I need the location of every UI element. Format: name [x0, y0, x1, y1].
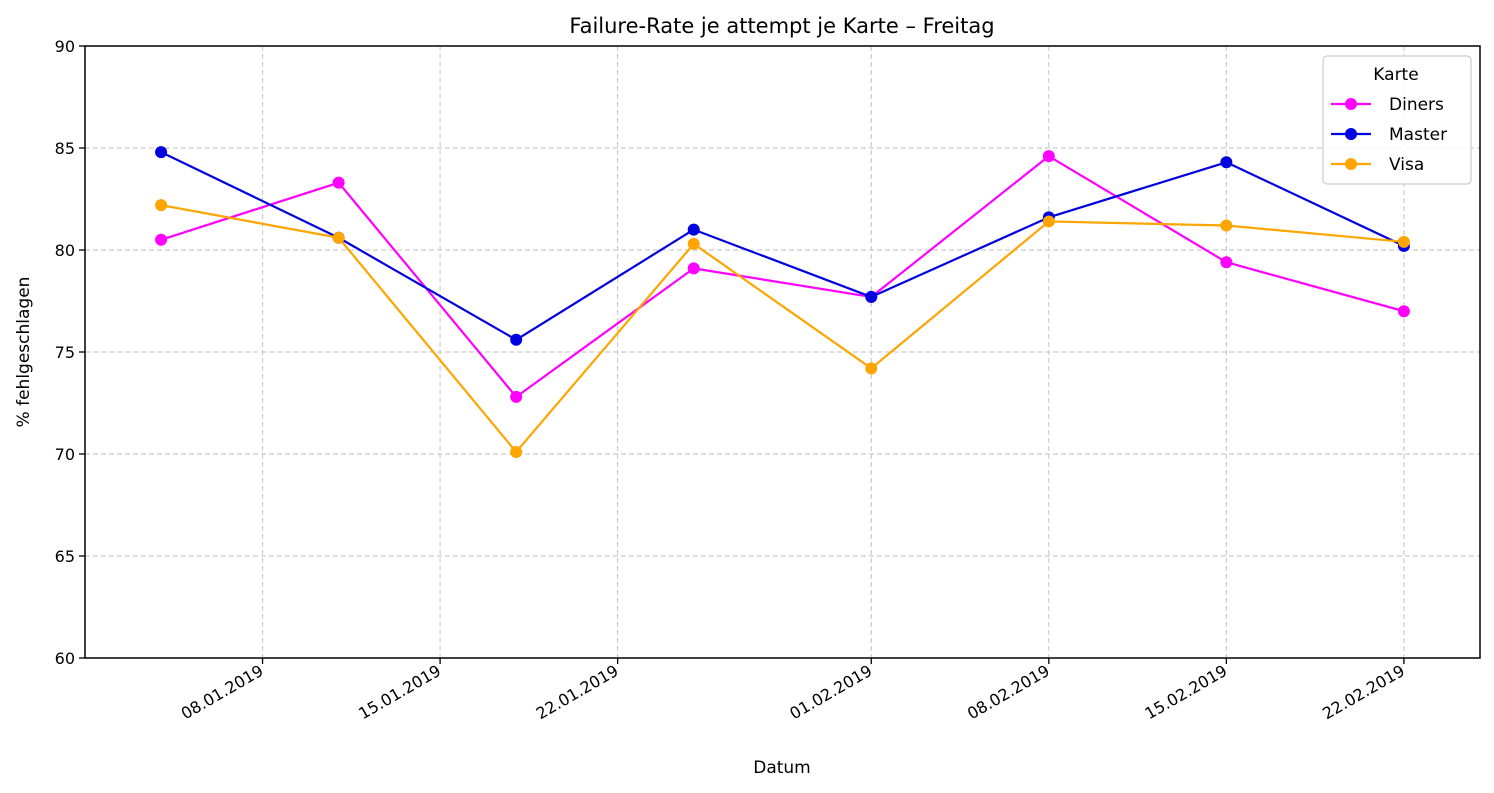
legend-label-visa: Visa	[1389, 155, 1424, 175]
x-tick-label: 22.02.2019	[1319, 661, 1408, 723]
data-point-visa	[1397, 235, 1410, 248]
data-point-master	[510, 333, 523, 346]
data-point-diners	[510, 390, 523, 403]
data-point-master	[1220, 156, 1233, 169]
legend-box	[1322, 55, 1472, 185]
data-point-diners	[332, 176, 345, 189]
y-tick-label: 65	[55, 547, 75, 566]
axis-layer: 60 65 70 75 80 85 90 08.01.2019 15.01.2019 22.01.…	[55, 37, 1408, 723]
data-point-visa	[332, 231, 345, 244]
data-point-visa	[1042, 215, 1055, 228]
series-master	[155, 146, 1410, 346]
legend-marker-diners	[1345, 98, 1357, 110]
data-point-master	[865, 290, 878, 303]
y-axis-label: % fehlgeschlagen	[14, 277, 34, 428]
series-line-diners	[160, 155, 1405, 398]
data-point-visa	[1220, 219, 1233, 232]
series-diners	[155, 150, 1410, 403]
series-line-visa	[160, 204, 1405, 454]
data-point-master	[155, 146, 168, 159]
y-tick-label: 70	[55, 445, 75, 464]
legend-items: Diners Master Visa	[1331, 95, 1447, 175]
legend-marker-visa	[1345, 158, 1357, 170]
legend-marker-master	[1345, 128, 1357, 140]
grid-layer	[85, 46, 1480, 658]
data-point-visa	[510, 445, 523, 458]
data-point-diners	[1042, 150, 1055, 163]
x-tick-label: 01.02.2019	[786, 661, 875, 723]
data-point-diners	[1220, 256, 1233, 269]
series-visa	[155, 199, 1410, 458]
y-tick-label: 75	[55, 343, 75, 362]
series-layer	[155, 146, 1410, 458]
series-line-master	[160, 151, 1405, 341]
data-point-visa	[155, 199, 168, 212]
x-tick-label: 08.01.2019	[178, 661, 267, 723]
data-point-diners	[155, 233, 168, 246]
x-tick-label: 22.01.2019	[533, 661, 622, 723]
x-axis-label: Datum	[753, 758, 811, 778]
x-tick-label: 15.01.2019	[355, 661, 444, 723]
chart-title: Failure-Rate je attempt je Karte – Freit…	[569, 14, 994, 38]
data-point-master	[687, 223, 700, 236]
legend-item-diners: Diners	[1331, 95, 1444, 115]
y-tick-label: 90	[55, 37, 75, 56]
data-point-diners	[687, 262, 700, 275]
legend-label-diners: Diners	[1389, 95, 1444, 115]
y-tick-label: 60	[55, 649, 75, 668]
legend-label-master: Master	[1389, 125, 1447, 145]
data-point-visa	[687, 237, 700, 250]
legend-item-master: Master	[1331, 125, 1447, 145]
legend-item-visa: Visa	[1331, 155, 1424, 175]
legend-title: Karte	[1373, 65, 1418, 85]
x-tick-label: 15.02.2019	[1142, 661, 1231, 723]
legend: Karte Diners Master Visa	[1322, 55, 1472, 185]
data-point-visa	[865, 362, 878, 375]
x-tick-label: 08.02.2019	[964, 661, 1053, 723]
y-tick-label: 85	[55, 139, 75, 158]
data-point-diners	[1397, 305, 1410, 318]
y-tick-label: 80	[55, 241, 75, 260]
